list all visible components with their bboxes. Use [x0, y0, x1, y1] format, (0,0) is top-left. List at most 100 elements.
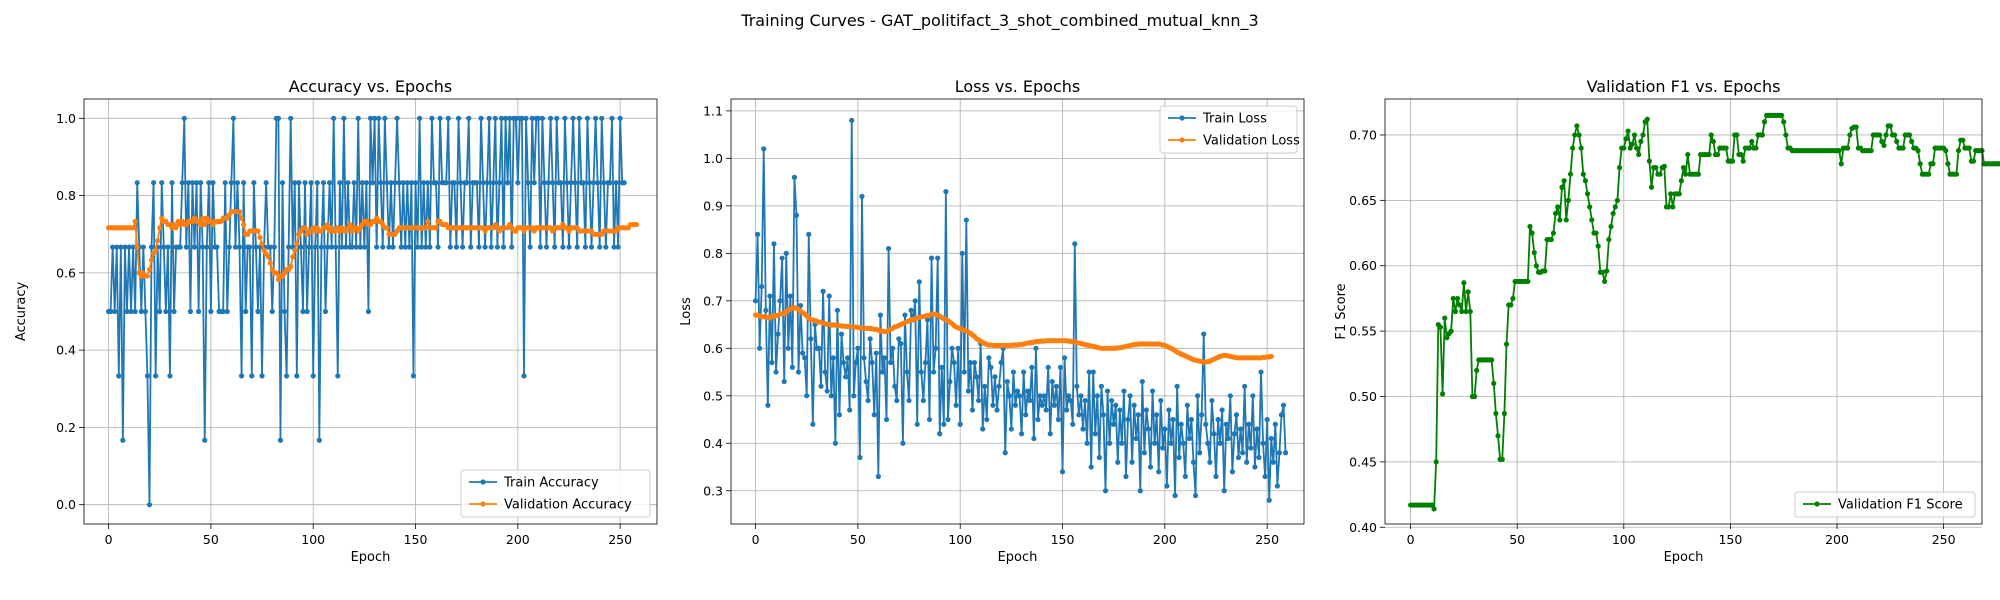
train-loss-point [775, 331, 781, 337]
train-accuracy-point [425, 180, 431, 186]
train-loss-point [785, 345, 791, 351]
validation-f1-score-point [1847, 132, 1853, 138]
validation-f1-score-point [1503, 341, 1510, 347]
validation-f1-score-point [1631, 132, 1638, 138]
train-accuracy-point [150, 180, 157, 186]
train-accuracy-point [621, 180, 627, 186]
train-accuracy-point [177, 244, 183, 250]
train-accuracy-point [130, 244, 136, 250]
train-loss-point [1066, 393, 1072, 399]
train-loss-point [1160, 445, 1166, 451]
train-loss-point [1098, 383, 1104, 389]
loss-xtick-label: 250 [1255, 532, 1279, 547]
loss-ytick-label: 0.8 [703, 246, 723, 261]
train-loss-point [928, 255, 935, 261]
train-accuracy-point [427, 244, 433, 250]
validation-f1-score-point [1510, 295, 1516, 302]
train-accuracy-point [284, 373, 290, 379]
train-loss-point [1270, 459, 1276, 465]
validation-accuracy-point [134, 244, 140, 250]
train-loss-point [1004, 378, 1010, 385]
train-loss-point [1045, 364, 1051, 370]
train-loss-point [1205, 440, 1211, 446]
train-accuracy-point [547, 115, 554, 121]
train-accuracy-point [599, 115, 605, 121]
train-loss-point [1246, 421, 1252, 427]
train-accuracy-point [255, 308, 261, 315]
accuracy-ytick-label: 0.4 [56, 343, 76, 358]
train-accuracy-point [343, 244, 349, 250]
train-accuracy-point [421, 180, 427, 186]
train-loss-point [1057, 364, 1064, 370]
train-loss-point [1244, 459, 1250, 465]
validation-loss-point [1268, 353, 1274, 359]
train-accuracy-point [419, 244, 425, 250]
train-accuracy-point [586, 180, 593, 186]
train-loss-point [1174, 383, 1180, 389]
train-loss-point [1104, 388, 1111, 394]
validation-f1-score-point [1955, 148, 1962, 154]
train-accuracy-point [367, 115, 374, 121]
validation-f1-score-point [1753, 145, 1759, 151]
accuracy-xtick-label: 100 [301, 532, 325, 547]
train-accuracy-point [560, 244, 566, 250]
validation-f1-score-point [1439, 391, 1446, 397]
train-loss-point [1043, 407, 1049, 413]
train-loss-point [943, 189, 949, 195]
train-loss-point [963, 217, 969, 223]
f1-ytick-label: 0.60 [1349, 258, 1377, 273]
train-accuracy-point [191, 244, 198, 250]
validation-f1-score-point [1883, 132, 1889, 138]
train-accuracy-point [202, 437, 208, 443]
validation-f1-score-point [1533, 263, 1539, 269]
train-loss-point [924, 317, 931, 323]
train-loss-point [1199, 412, 1205, 418]
train-loss-point [755, 231, 761, 237]
validation-f1-score-point [1531, 250, 1537, 256]
train-accuracy-point [507, 115, 513, 121]
train-accuracy-point [412, 180, 419, 186]
train-loss-point [1250, 393, 1256, 399]
train-loss-point [1231, 431, 1238, 437]
train-loss-point [818, 383, 824, 389]
validation-f1-score-point [1891, 132, 1898, 138]
validation-f1-score-point [1550, 230, 1557, 236]
train-accuracy-point [300, 308, 306, 315]
train-accuracy-point [527, 244, 533, 250]
train-loss-point [1076, 412, 1082, 418]
train-loss-point [986, 355, 992, 361]
train-loss-point [1023, 412, 1029, 418]
loss-ticks: 0 50 100 150 200 250 0.3 0.4 0.5 0.6 0.7 0.8 0.9 1.0 1… [703, 103, 1279, 547]
train-loss-point [971, 359, 978, 366]
train-loss-point [1027, 397, 1033, 404]
train-accuracy-point [378, 180, 384, 186]
train-accuracy-point [386, 244, 392, 250]
validation-f1-score-point [1680, 165, 1687, 171]
train-loss-point [838, 331, 845, 337]
train-accuracy-point [308, 180, 314, 186]
train-loss-point [914, 421, 920, 427]
train-accuracy-point [316, 437, 322, 443]
validation-f1-score-point [1881, 142, 1887, 149]
validation-f1-score-point [1570, 145, 1576, 151]
validation-f1-score-point [1740, 158, 1746, 164]
train-accuracy-point [114, 244, 120, 250]
train-loss-point [851, 393, 857, 399]
validation-f1-score-point [1926, 171, 1932, 177]
train-accuracy-point [208, 308, 214, 315]
train-accuracy-point [224, 308, 230, 315]
train-loss-point [933, 345, 939, 351]
train-loss-point [1131, 402, 1137, 408]
train-loss-point [879, 369, 886, 375]
train-loss-point [1072, 241, 1078, 247]
train-accuracy-point [132, 308, 138, 315]
train-accuracy-point [390, 244, 396, 250]
train-accuracy-point [138, 308, 144, 315]
train-loss-point [1192, 492, 1199, 499]
train-accuracy-point [572, 180, 578, 186]
train-loss-point [1168, 440, 1174, 446]
train-loss-point [1127, 393, 1133, 399]
train-loss-point [984, 416, 990, 423]
validation-f1-score-point [1900, 145, 1906, 151]
train-accuracy-point [359, 180, 365, 186]
